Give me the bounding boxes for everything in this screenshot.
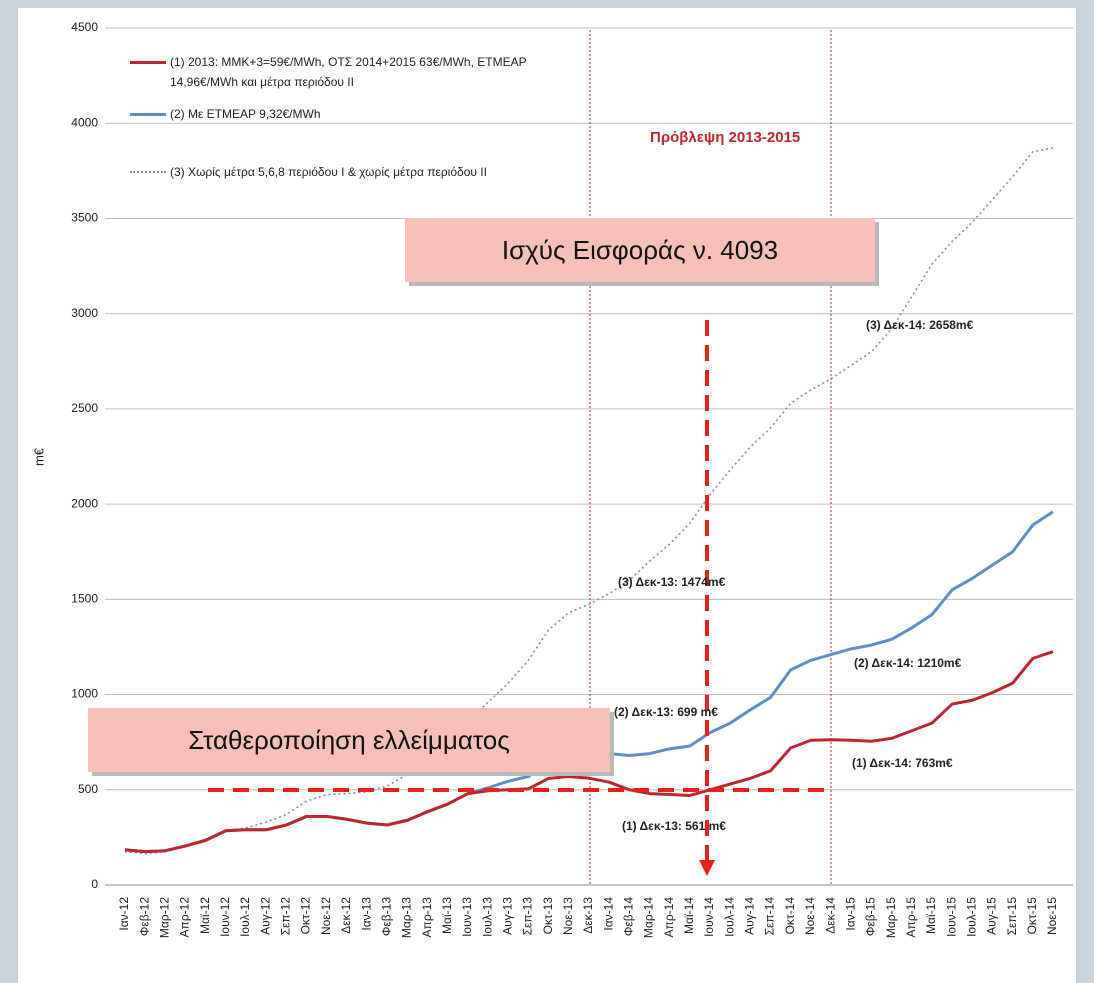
x-tick-label: Φεβ-12 bbox=[137, 897, 151, 936]
x-tick-label: Σεπ-13 bbox=[521, 897, 535, 936]
y-tick-label: 1500 bbox=[71, 592, 98, 606]
legend-swatch bbox=[130, 61, 166, 64]
x-tick-label: Ιουν-15 bbox=[944, 897, 958, 937]
x-tick-label: Αυγ-15 bbox=[985, 897, 999, 935]
x-tick-label: Απρ-15 bbox=[904, 897, 918, 938]
legend-entry: (3) Χωρίς μέτρα 5,6,8 περιόδου Ι & χωρίς… bbox=[130, 162, 600, 182]
x-tick-label: Μαρ-14 bbox=[642, 897, 656, 938]
x-tick-label: Ιουλ-14 bbox=[722, 897, 736, 937]
y-tick-label: 3000 bbox=[71, 306, 98, 320]
y-tick-label: 2000 bbox=[71, 496, 98, 510]
x-tick-label: Οκτ-13 bbox=[541, 897, 555, 935]
x-tick-label: Μαϊ-13 bbox=[440, 897, 454, 934]
legend-label: (1) 2013: ΜΜΚ+3=59€/MWh, ΟΤΣ 2014+2015 6… bbox=[170, 55, 527, 89]
y-axis-label: m€ bbox=[31, 447, 46, 466]
annotation: (1) Δεκ-14: 763m€ bbox=[852, 756, 953, 770]
y-tick-label: 3500 bbox=[71, 211, 98, 225]
annotation: (2) Δεκ-13: 699 m€ bbox=[614, 705, 718, 719]
x-tick-label: Δεκ-13 bbox=[581, 897, 595, 934]
x-tick-label: Μαϊ-15 bbox=[924, 897, 938, 934]
x-tick-label: Νοε-14 bbox=[803, 897, 817, 935]
x-tick-label: Οκτ-12 bbox=[299, 897, 313, 935]
arrow-head bbox=[699, 860, 715, 876]
x-tick-label: Ιαν-12 bbox=[117, 897, 131, 931]
x-tick-label: Σεπ-14 bbox=[763, 897, 777, 936]
legend-entry: (1) 2013: ΜΜΚ+3=59€/MWh, ΟΤΣ 2014+2015 6… bbox=[130, 52, 600, 92]
x-tick-label: Ιουν-14 bbox=[702, 897, 716, 937]
legend-label: (3) Χωρίς μέτρα 5,6,8 περιόδου Ι & χωρίς… bbox=[170, 165, 487, 179]
x-tick-label: Μαϊ-14 bbox=[682, 897, 696, 934]
x-tick-label: Ιουλ-13 bbox=[480, 897, 494, 937]
series-line bbox=[124, 650, 1054, 854]
annotation-box bbox=[405, 218, 875, 282]
y-tick-label: 4000 bbox=[71, 115, 98, 129]
legend-label: (2) Με ΕΤΜΕΑΡ 9,32€/MWh bbox=[170, 107, 321, 121]
legend-box: (1) 2013: ΜΜΚ+3=59€/MWh, ΟΤΣ 2014+2015 6… bbox=[130, 52, 600, 182]
x-tick-label: Οκτ-14 bbox=[783, 897, 797, 935]
labels: Πρόβλεψη 2013-2015 Ισχύς Εισφοράς ν. 4093… bbox=[88, 129, 974, 833]
x-tick-label: Ιουλ-12 bbox=[238, 897, 252, 937]
grid: 0 500 1000 1500 2000 2500 3000 3500 4000 4500 Ιαν-… bbox=[71, 20, 1073, 938]
annotation: (3) Δεκ-13: 1474m€ bbox=[618, 575, 726, 589]
panel bbox=[18, 8, 1076, 983]
x-tick-label: Σεπ-12 bbox=[279, 897, 293, 936]
x-tick-label: Φεβ-15 bbox=[864, 897, 878, 936]
x-tick-label: Ιουλ-15 bbox=[964, 897, 978, 937]
x-tick-label: Μαρ-12 bbox=[158, 897, 172, 938]
x-tick-label: Οκτ-15 bbox=[1025, 897, 1039, 935]
x-tick-label: Δεκ-12 bbox=[339, 897, 353, 934]
x-tick-label: Ιαν-15 bbox=[843, 897, 857, 931]
x-tick-label: Φεβ-14 bbox=[622, 897, 636, 936]
y-tick-label: 4500 bbox=[71, 20, 98, 34]
legend-swatch bbox=[130, 171, 166, 173]
y-tick-label: 2500 bbox=[71, 401, 98, 415]
x-tick-label: Σεπ-15 bbox=[1005, 897, 1019, 936]
x-tick-label: Ιουν-13 bbox=[460, 897, 474, 937]
annotation: Σταθεροποίηση ελλείμματος bbox=[188, 725, 510, 755]
y-tick-label: 1000 bbox=[71, 687, 98, 701]
annotation: (2) Δεκ-14: 1210m€ bbox=[854, 656, 962, 670]
x-tick-label: Νοε-13 bbox=[561, 897, 575, 935]
annotation: Πρόβλεψη 2013-2015 bbox=[650, 129, 800, 146]
x-tick-label: Απρ-13 bbox=[420, 897, 434, 938]
x-tick-label: Φεβ-13 bbox=[379, 897, 393, 936]
x-tick-label: Μαϊ-12 bbox=[198, 897, 212, 934]
x-tick-label: Νοε-15 bbox=[1045, 897, 1059, 935]
annotation: (3) Δεκ-14: 2658m€ bbox=[866, 318, 974, 332]
x-tick-label: Αυγ-13 bbox=[500, 897, 514, 935]
annotation-box bbox=[88, 708, 610, 772]
x-tick-label: Νοε-12 bbox=[319, 897, 333, 935]
x-tick-label: Αυγ-12 bbox=[258, 897, 272, 935]
x-tick-label: Απρ-12 bbox=[178, 897, 192, 938]
x-tick-label: Αυγ-14 bbox=[743, 897, 757, 935]
legend: (1) 2013: ΜΜΚ+3=59€/MWh, ΟΤΣ 2014+2015 6… bbox=[130, 52, 600, 182]
x-tick-label: Μαρ-13 bbox=[400, 897, 414, 938]
x-tick-label: Απρ-14 bbox=[662, 897, 676, 938]
x-tick-label: Ιαν-14 bbox=[601, 897, 615, 931]
x-tick-label: Ιαν-13 bbox=[359, 897, 373, 931]
annotation: Ισχύς Εισφοράς ν. 4093 bbox=[502, 235, 778, 265]
y-tick-label: 0 bbox=[91, 877, 98, 891]
series-line bbox=[124, 147, 1054, 855]
x-tick-label: Δεκ-14 bbox=[823, 897, 837, 934]
x-tick-label: Μαρ-15 bbox=[884, 897, 898, 938]
x-tick-label: Ιουν-12 bbox=[218, 897, 232, 937]
y-tick-label: 500 bbox=[78, 782, 98, 796]
legend-entry: (2) Με ΕΤΜΕΑΡ 9,32€/MWh bbox=[130, 104, 600, 124]
legend-swatch bbox=[130, 113, 166, 116]
annotation: (1) Δεκ-13: 561 m€ bbox=[622, 819, 726, 833]
